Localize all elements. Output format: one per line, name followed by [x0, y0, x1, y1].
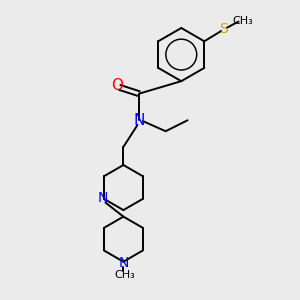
Text: N: N [118, 256, 129, 270]
Text: N: N [134, 113, 145, 128]
Text: CH₃: CH₃ [115, 270, 135, 280]
Text: S: S [219, 22, 228, 36]
Text: CH₃: CH₃ [233, 16, 254, 26]
Text: N: N [97, 191, 107, 205]
Text: O: O [111, 78, 123, 93]
